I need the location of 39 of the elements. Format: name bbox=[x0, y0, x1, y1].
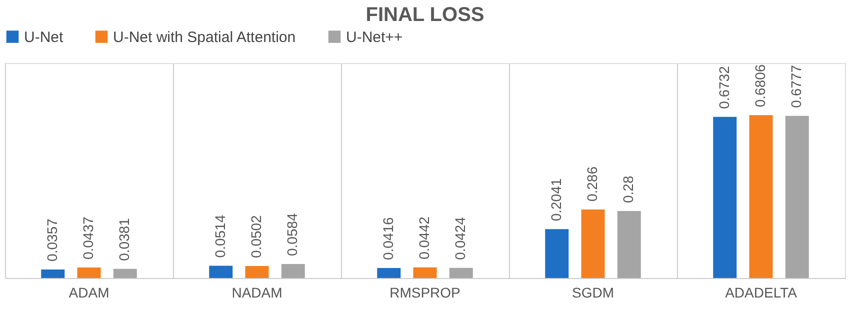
x-tick-label: ADADELTA bbox=[725, 284, 798, 300]
data-label: 0.0584 bbox=[284, 212, 300, 256]
data-label: 0.2041 bbox=[548, 178, 564, 222]
bar bbox=[377, 268, 401, 278]
data-label: 0.286 bbox=[584, 166, 600, 202]
bar bbox=[545, 229, 569, 278]
data-label: 0.6777 bbox=[788, 64, 804, 108]
data-label: 0.0381 bbox=[116, 218, 132, 261]
data-label: 0.0424 bbox=[452, 216, 468, 260]
legend-label: U-Net++ bbox=[346, 28, 403, 46]
bar bbox=[749, 115, 773, 278]
bar bbox=[785, 116, 809, 278]
data-label: 0.0502 bbox=[248, 214, 264, 258]
bar bbox=[209, 266, 233, 278]
x-tick-label: NADAM bbox=[232, 284, 282, 300]
legend-label: U-Net bbox=[24, 28, 64, 46]
bar bbox=[41, 269, 65, 278]
chart-title: FINAL LOSS bbox=[366, 4, 484, 26]
data-label: 0.6806 bbox=[752, 64, 768, 108]
bar bbox=[713, 116, 737, 278]
bar bbox=[281, 264, 305, 278]
data-label: 0.0357 bbox=[44, 218, 60, 262]
data-label: 0.0416 bbox=[380, 217, 396, 260]
data-label: 0.6732 bbox=[716, 66, 732, 109]
bar bbox=[581, 210, 605, 278]
bar bbox=[413, 267, 437, 278]
bar bbox=[617, 210, 641, 278]
data-label: 0.0514 bbox=[212, 214, 228, 258]
x-tick-label: ADAM bbox=[68, 284, 110, 300]
data-label: 0.0442 bbox=[416, 216, 432, 260]
bar bbox=[449, 268, 473, 278]
bar bbox=[77, 268, 101, 278]
x-tick-label: SGDM bbox=[572, 284, 614, 300]
data-label: 0.28 bbox=[620, 176, 636, 203]
legend-label: U-Net with Spatial Attention bbox=[113, 28, 296, 46]
data-label: 0.0437 bbox=[80, 216, 96, 260]
x-tick-label: RMSPROP bbox=[390, 284, 460, 300]
bar bbox=[113, 268, 137, 278]
bar bbox=[245, 266, 269, 278]
